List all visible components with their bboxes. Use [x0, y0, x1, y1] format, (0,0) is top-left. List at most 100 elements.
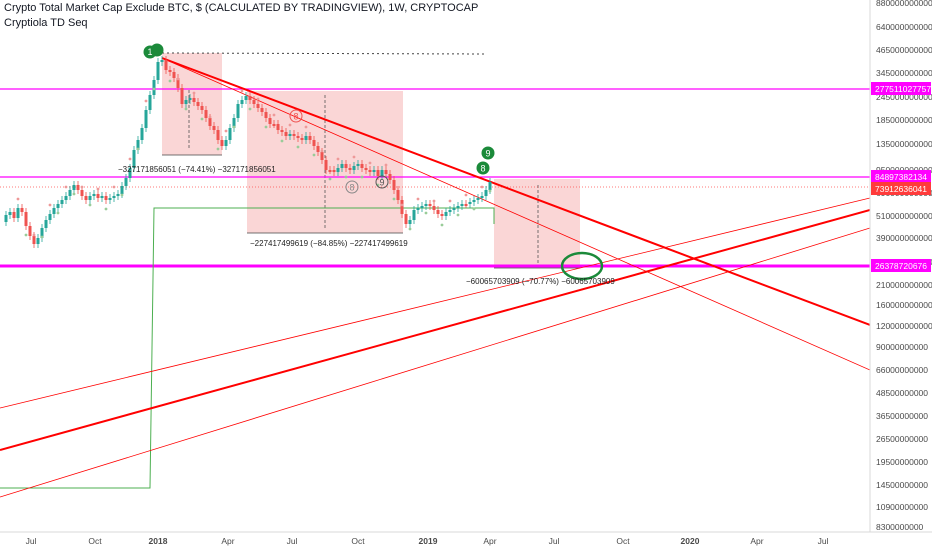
- td-count-dot: [80, 185, 84, 189]
- td-count-dot: [336, 157, 340, 161]
- candle-body: [324, 160, 328, 170]
- td-count-dot: [240, 89, 244, 93]
- candle-body: [276, 124, 280, 130]
- candle-body: [440, 214, 444, 216]
- candle-body: [360, 164, 364, 168]
- candle-body: [192, 98, 196, 102]
- time-tick-label: Jul: [549, 536, 560, 546]
- trendline-main-up[interactable]: [0, 209, 870, 451]
- price-tick-label: 510000000000: [876, 211, 932, 221]
- candle-body: [372, 170, 376, 172]
- td-count-dot: [312, 153, 316, 157]
- candle-body: [288, 134, 292, 136]
- candle-body: [248, 96, 252, 100]
- price-tick-label: 1350000000000: [876, 139, 932, 149]
- candle-body: [76, 185, 80, 190]
- candle-body: [144, 110, 148, 128]
- candle-body: [252, 100, 256, 104]
- td-label-9c-circle: [481, 146, 495, 160]
- time-axis[interactable]: Jul Oct 2018 Apr Jul Oct 2019 Apr Jul Oct 2020 Apr J…: [26, 536, 829, 546]
- td-count-dot: [192, 91, 196, 95]
- price-tick-label: 10900000000: [876, 502, 928, 512]
- candle-body: [460, 204, 464, 206]
- td-count-dot: [88, 203, 92, 207]
- candle-body: [328, 170, 332, 172]
- candle-body: [404, 214, 408, 224]
- candle-body: [336, 168, 340, 172]
- time-tick-label: Apr: [750, 536, 763, 546]
- candle-body: [380, 170, 384, 176]
- candle-body: [396, 190, 400, 200]
- candle-body: [316, 146, 320, 152]
- candle-body: [236, 104, 240, 118]
- candle-body: [8, 212, 12, 215]
- candle-body: [180, 88, 184, 104]
- trendline-down-thin[interactable]: [161, 57, 870, 371]
- td-count-dot: [264, 125, 268, 129]
- candle-body: [264, 112, 268, 118]
- td-label-8b-circle: [345, 180, 359, 194]
- td-count-dot: [216, 147, 220, 151]
- td-count-dot: [320, 149, 324, 153]
- candle-body: [344, 164, 348, 168]
- candle-body: [268, 118, 272, 124]
- candle-body: [452, 208, 456, 210]
- trendline-main-down[interactable]: [161, 57, 870, 326]
- price-tag-73b-bg: [871, 182, 931, 195]
- candle-body: [484, 190, 488, 196]
- td-label-9-circle: [375, 175, 389, 189]
- td-count-dot: [184, 107, 188, 111]
- candle-body: [136, 140, 140, 150]
- candle-body: [228, 128, 232, 140]
- price-tag-84b-bg: [871, 170, 931, 183]
- td-count-dot: [272, 113, 276, 117]
- td-count-dot: [32, 233, 36, 237]
- td-count-dot: [480, 185, 484, 189]
- candle-body: [184, 100, 188, 104]
- trendline-up-thin-2[interactable]: [0, 227, 870, 498]
- td-label-8b: 8: [350, 183, 355, 193]
- candle-body: [364, 168, 368, 170]
- td-count-dot: [112, 185, 116, 189]
- candle-body: [104, 196, 108, 200]
- candle-body: [60, 200, 64, 204]
- td-count-dot: [472, 207, 476, 211]
- candle-body: [116, 194, 120, 196]
- price-tag-26b-bg: [871, 259, 931, 272]
- measurement-label-1: −327171856051 (−74.41%) −327171856051: [118, 165, 276, 174]
- td-count-dot: [432, 199, 436, 203]
- candle-body: [140, 128, 144, 140]
- td-count-dot: [360, 175, 364, 179]
- td-label-9: 9: [380, 178, 385, 188]
- candle-body: [120, 186, 124, 194]
- candle-body: [36, 238, 40, 244]
- candle-body: [196, 102, 200, 106]
- candle-body: [132, 150, 136, 168]
- price-tick-label: 14500000000: [876, 480, 928, 490]
- candle-body: [480, 196, 484, 198]
- candle-body: [188, 98, 192, 100]
- price-tick-label: 6400000000000: [876, 22, 932, 32]
- price-tick-label: 8800000000000: [876, 0, 932, 8]
- candle-body: [472, 200, 476, 202]
- td-count-dot: [248, 107, 252, 111]
- price-tick-label: 36500000000: [876, 411, 928, 421]
- time-tick-label: Oct: [616, 536, 630, 546]
- td-label-8: 8: [294, 112, 299, 122]
- td-count-dot: [64, 185, 68, 189]
- candle-body: [28, 226, 32, 236]
- chart-title: Crypto Total Market Cap Exclude BTC, $ (…: [4, 2, 479, 14]
- trendline-up-thin-1[interactable]: [0, 197, 870, 409]
- candle-body: [352, 166, 356, 170]
- td-count-dot: [488, 189, 492, 193]
- candle-body: [212, 126, 216, 130]
- candle-body: [160, 60, 164, 62]
- td-count-dot: [440, 223, 444, 227]
- price-tick-label: 4650000000000: [876, 45, 932, 55]
- measurement-label-3: −60065703909 (−70.77%) −60065703909: [466, 277, 615, 286]
- candle-body: [448, 210, 452, 212]
- candle-body: [356, 164, 360, 166]
- green-step-line: [0, 207, 495, 489]
- td-count-dot: [328, 177, 332, 181]
